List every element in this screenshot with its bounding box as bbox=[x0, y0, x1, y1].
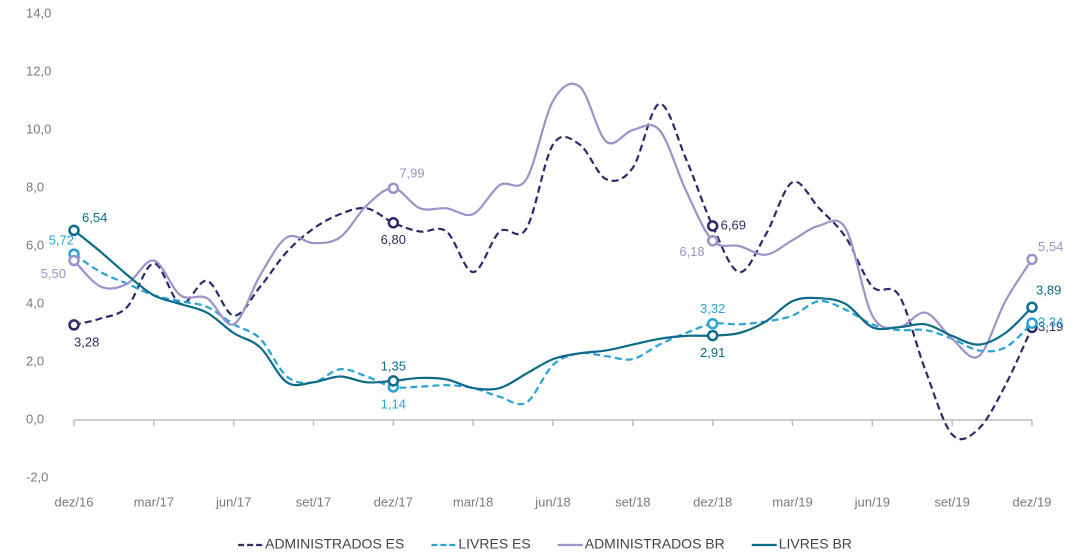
data-label: 1,35 bbox=[381, 358, 406, 373]
point-marker bbox=[387, 182, 400, 195]
data-label: 6,69 bbox=[721, 217, 746, 232]
series-line bbox=[73, 82, 1033, 359]
y-tick-label: 12,0 bbox=[26, 63, 51, 78]
x-tick-label: set/18 bbox=[615, 494, 650, 509]
y-tick-label: 8,0 bbox=[26, 179, 44, 194]
x-tick-label: mar/17 bbox=[134, 494, 174, 509]
point-marker bbox=[706, 220, 719, 232]
x-tick-label: dez/17 bbox=[374, 494, 413, 509]
data-label: 6,80 bbox=[381, 232, 406, 247]
data-label: 6,54 bbox=[82, 210, 107, 225]
point-marker bbox=[387, 375, 400, 387]
point-marker bbox=[706, 317, 719, 330]
y-tick-label: 10,0 bbox=[26, 121, 51, 136]
x-tick-label: mar/18 bbox=[453, 494, 493, 509]
point-marker bbox=[68, 224, 80, 237]
data-label: 3,28 bbox=[74, 334, 99, 349]
x-tick-label: jun/19 bbox=[854, 494, 890, 509]
y-tick-label: 0,0 bbox=[26, 411, 44, 426]
data-label: 5,50 bbox=[41, 266, 66, 281]
y-tick-label: 2,0 bbox=[26, 353, 44, 368]
legend-label: LIVRES BR bbox=[779, 536, 852, 552]
data-label: 3,89 bbox=[1036, 283, 1061, 298]
x-tick-label: jun/17 bbox=[215, 494, 251, 509]
data-label: 5,54 bbox=[1038, 239, 1063, 254]
y-tick-label: 6,0 bbox=[26, 237, 44, 252]
y-tick-label: 14,0 bbox=[26, 5, 51, 20]
x-tick-label: set/17 bbox=[296, 494, 331, 509]
point-marker bbox=[1026, 253, 1038, 266]
point-marker bbox=[706, 329, 719, 342]
point-marker bbox=[706, 235, 719, 247]
data-label: 3,32 bbox=[700, 301, 725, 316]
legend-label: ADMINISTRADOS ES bbox=[265, 536, 404, 552]
point-marker bbox=[387, 217, 400, 229]
series-line bbox=[73, 229, 1033, 391]
data-label: 3,19 bbox=[1038, 319, 1063, 334]
data-label: 2,91 bbox=[700, 345, 725, 360]
point-marker bbox=[68, 319, 80, 331]
data-label: 1,14 bbox=[381, 396, 406, 411]
legend-label: ADMINISTRADOS BR bbox=[585, 536, 725, 552]
x-tick-label: set/19 bbox=[934, 494, 969, 509]
x-tick-label: dez/18 bbox=[693, 494, 732, 509]
data-label: 3,34 bbox=[1038, 315, 1063, 330]
y-tick-label: 4,0 bbox=[26, 295, 44, 310]
x-tick-label: jun/18 bbox=[534, 494, 570, 509]
x-tick-label: dez/16 bbox=[54, 494, 93, 509]
x-tick-label: dez/19 bbox=[1012, 494, 1051, 509]
data-label: 7,99 bbox=[399, 166, 424, 181]
data-label: 6,18 bbox=[679, 244, 704, 259]
point-marker bbox=[1026, 317, 1038, 329]
point-marker bbox=[68, 254, 80, 267]
legend-label: LIVRES ES bbox=[458, 536, 530, 552]
y-tick-label: -2,0 bbox=[26, 469, 48, 484]
point-marker bbox=[1026, 301, 1038, 313]
data-label: 5,72 bbox=[49, 233, 74, 248]
x-tick-label: mar/19 bbox=[772, 494, 812, 509]
series-line bbox=[73, 102, 1033, 441]
